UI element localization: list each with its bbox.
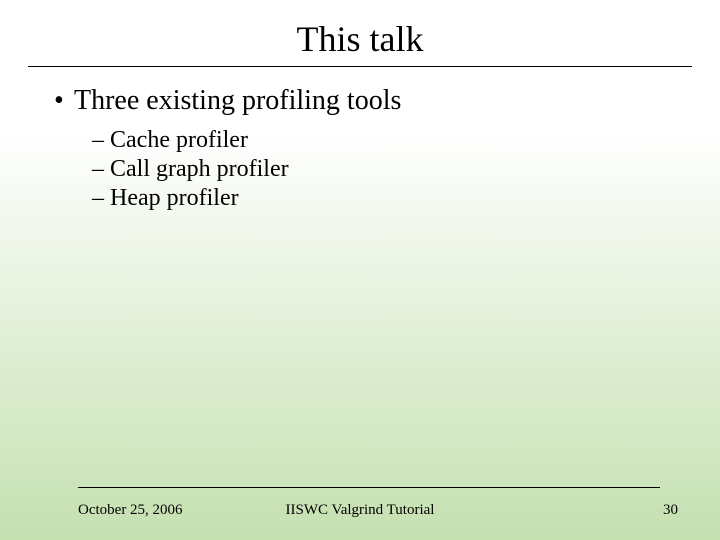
footer-title: IISWC Valgrind Tutorial	[0, 502, 720, 519]
slide-title: This talk	[297, 18, 424, 60]
bullet-level2: –Heap profiler	[92, 185, 680, 212]
bullet-l2-text: Call graph profiler	[110, 156, 289, 182]
bullet-dash-icon: –	[92, 185, 110, 212]
footer-rule	[78, 487, 660, 488]
body-area: •Three existing profiling tools –Cache p…	[0, 67, 720, 212]
slide: This talk •Three existing profiling tool…	[0, 0, 720, 540]
bullet-level2: –Call graph profiler	[92, 156, 680, 183]
title-area: This talk	[0, 0, 720, 67]
bullet-l2-text: Cache profiler	[110, 127, 248, 153]
bullet-dash-icon: –	[92, 127, 110, 154]
bullet-dot-icon: •	[54, 85, 74, 117]
footer: October 25, 2006 IISWC Valgrind Tutorial…	[0, 502, 720, 524]
bullet-level1: •Three existing profiling tools	[40, 85, 680, 117]
bullet-l2-text: Heap profiler	[110, 185, 239, 211]
bullet-level2: –Cache profiler	[92, 127, 680, 154]
bullet-dash-icon: –	[92, 156, 110, 183]
footer-page-number: 30	[663, 502, 678, 519]
bullet-l1-text: Three existing profiling tools	[74, 85, 401, 116]
